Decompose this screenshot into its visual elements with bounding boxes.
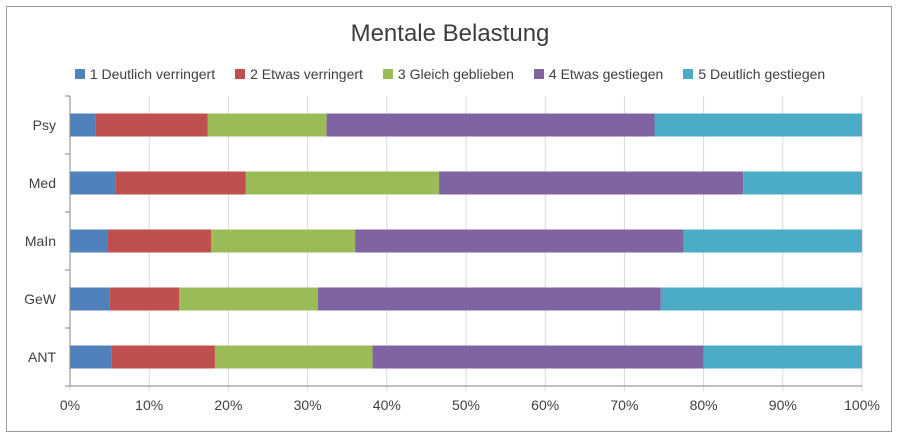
legend-swatch bbox=[235, 69, 246, 79]
bar-segment bbox=[654, 113, 862, 137]
bar-segment bbox=[115, 171, 246, 195]
bar-segment bbox=[70, 345, 112, 369]
y-category-label: Med bbox=[29, 175, 56, 191]
bar-segment bbox=[70, 113, 96, 137]
bar-segment bbox=[207, 113, 327, 137]
legend-label: 1 Deutlich verringert bbox=[89, 66, 216, 82]
bar-segment bbox=[660, 287, 862, 311]
legend-item: 2 Etwas verringert bbox=[235, 66, 363, 82]
x-tick-label: 90% bbox=[769, 397, 797, 413]
legend-item: 1 Deutlich verringert bbox=[74, 66, 216, 82]
legend-label: 3 Gleich geblieben bbox=[397, 66, 514, 82]
legend-swatch bbox=[533, 69, 544, 79]
y-category-label: ANT bbox=[28, 349, 56, 365]
bar-segment bbox=[743, 171, 862, 195]
bar-segment bbox=[70, 171, 116, 195]
bar-segment bbox=[214, 345, 373, 369]
legend-swatch bbox=[74, 69, 85, 79]
bar-segment bbox=[245, 171, 440, 195]
bar-segment bbox=[95, 113, 208, 137]
bar-segment bbox=[355, 229, 684, 253]
legend-label: 2 Etwas verringert bbox=[250, 66, 363, 82]
bar-segment bbox=[111, 345, 215, 369]
y-category-label: Psy bbox=[33, 117, 56, 133]
x-tick-label: 20% bbox=[214, 397, 242, 413]
x-tick-label: 70% bbox=[610, 397, 638, 413]
legend-item: 3 Gleich geblieben bbox=[382, 66, 514, 82]
bar-segment bbox=[317, 287, 661, 311]
legend-swatch bbox=[382, 69, 393, 79]
chart-legend: 1 Deutlich verringert 2 Etwas verringert 3… bbox=[0, 66, 900, 82]
x-tick-label: 50% bbox=[452, 397, 480, 413]
bar-segment bbox=[179, 287, 318, 311]
y-category-label: MaIn bbox=[25, 233, 56, 249]
chart-title: Mentale Belastung bbox=[350, 20, 550, 47]
bar-segment bbox=[108, 229, 211, 253]
y-category-label: GeW bbox=[24, 291, 57, 307]
bar-segment bbox=[372, 345, 704, 369]
bar-segment bbox=[109, 287, 180, 311]
x-tick-label: 10% bbox=[135, 397, 163, 413]
bar-segment bbox=[210, 229, 356, 253]
bar-segment bbox=[70, 229, 109, 253]
bar-segment bbox=[703, 345, 862, 369]
legend-swatch bbox=[683, 69, 694, 79]
x-tick-label: 0% bbox=[60, 397, 80, 413]
x-tick-label: 60% bbox=[531, 397, 559, 413]
bar-segment bbox=[439, 171, 744, 195]
x-tick-label: 80% bbox=[690, 397, 718, 413]
bar-segment bbox=[70, 287, 110, 311]
legend-label: 5 Deutlich gestiegen bbox=[698, 66, 826, 82]
x-tick-label: 100% bbox=[844, 397, 880, 413]
bar-segment bbox=[326, 113, 655, 137]
legend-item: 4 Etwas gestiegen bbox=[533, 66, 664, 82]
legend-label: 4 Etwas gestiegen bbox=[548, 66, 664, 82]
x-tick-label: 40% bbox=[373, 397, 401, 413]
bar-segment bbox=[683, 229, 862, 253]
x-tick-label: 30% bbox=[294, 397, 322, 413]
legend-item: 5 Deutlich gestiegen bbox=[683, 66, 825, 82]
